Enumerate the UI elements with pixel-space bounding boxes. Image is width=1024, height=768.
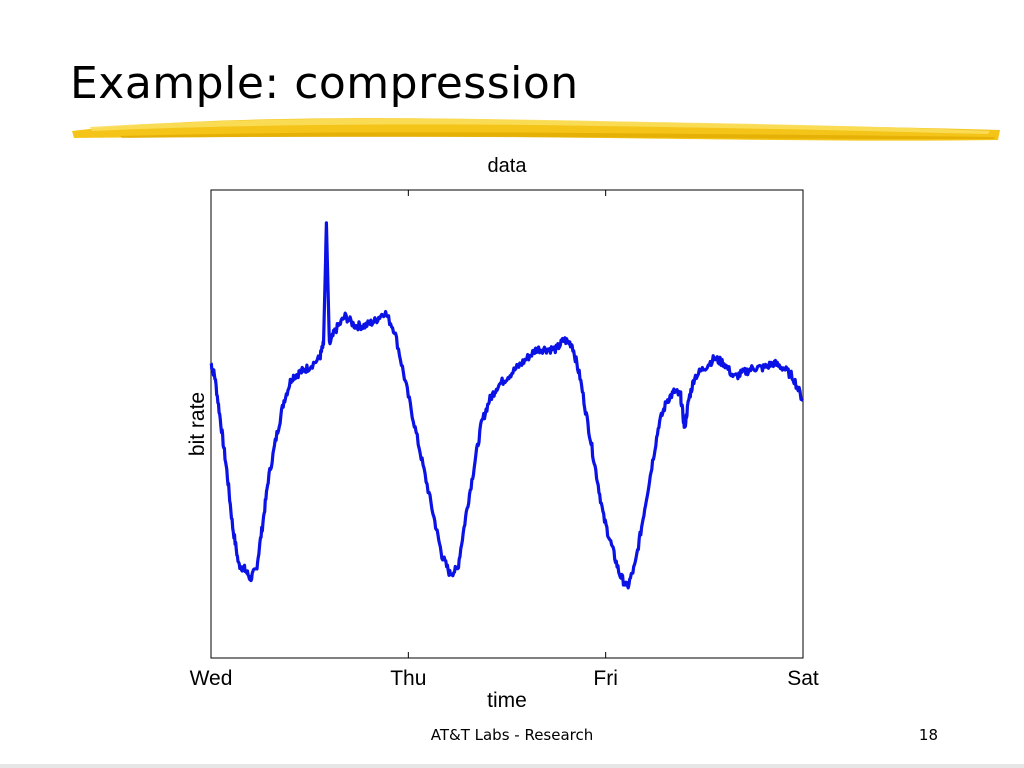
title-underline-brushstroke xyxy=(72,118,1000,141)
y-axis-label: bit rate xyxy=(186,392,209,456)
brushstroke-highlight xyxy=(90,118,990,134)
plot-frame xyxy=(210,189,804,659)
footer-text: AT&T Labs - Research xyxy=(430,726,594,744)
bottom-strip xyxy=(0,764,1024,768)
x-axis-label: time xyxy=(487,689,527,712)
x-tick-labels: Wed Thu Fri Sat xyxy=(190,667,819,690)
x-tick-label-sat: Sat xyxy=(787,667,819,690)
series-line-bit-rate xyxy=(209,221,804,590)
chart-title: data xyxy=(488,155,528,177)
x-ticks xyxy=(210,190,804,658)
x-tick-label-wed: Wed xyxy=(190,667,233,690)
x-tick-label-thu: Thu xyxy=(390,667,426,690)
x-tick-label-fri: Fri xyxy=(593,667,618,690)
brushstroke-dark xyxy=(120,132,995,139)
page-number: 18 xyxy=(918,726,938,744)
slide-title: Example: compression xyxy=(70,58,579,109)
